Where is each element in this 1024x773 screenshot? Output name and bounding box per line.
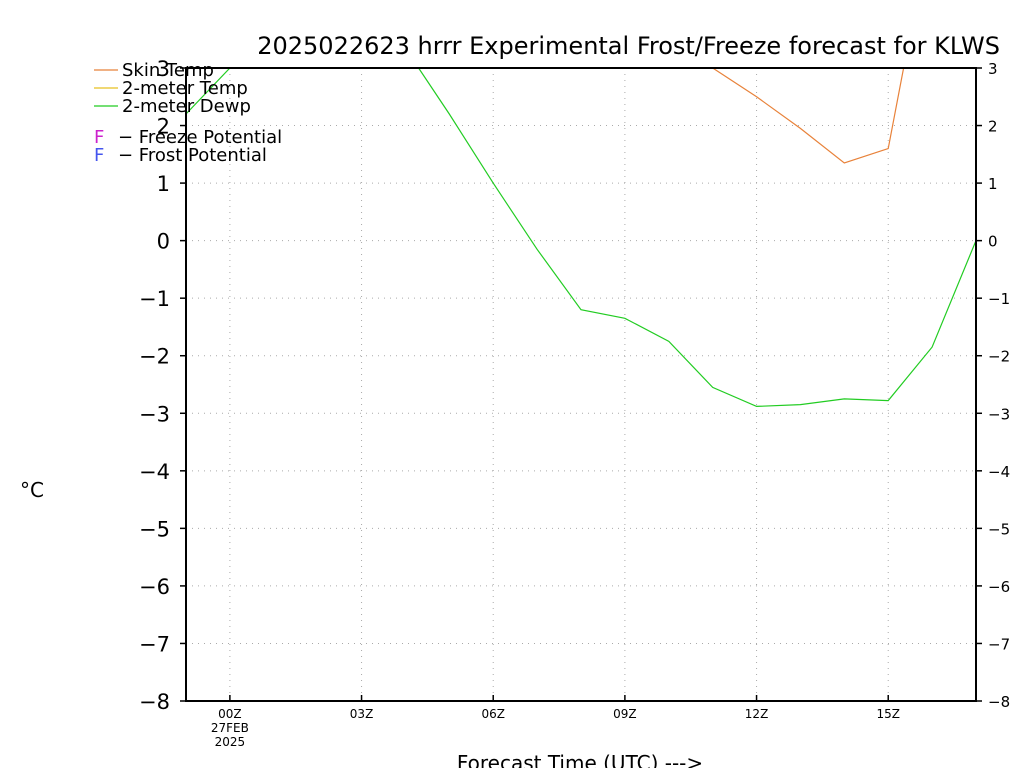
ytick-label-right: −7 — [988, 635, 1010, 653]
ytick-label-left: −2 — [139, 345, 170, 369]
xtick-label: 15Z — [876, 707, 900, 721]
ytick-label-left: −4 — [139, 460, 170, 484]
ytick-label-left: −7 — [139, 632, 170, 656]
y-axis-right: 3 2 1 0 −1 −2 −3 −4 −5 −6 −7 −8 — [976, 60, 1010, 711]
chart-title: 2025022623 hrrr Experimental Frost/Freez… — [257, 32, 1000, 60]
potential-symbol: F — [94, 127, 104, 148]
potential-symbol: F — [94, 145, 104, 166]
ytick-label-right: 2 — [988, 118, 998, 136]
ytick-label-right: −1 — [988, 290, 1010, 308]
ytick-label-right: −8 — [988, 693, 1010, 711]
xtick-sublabel: 27FEB — [211, 721, 249, 735]
ytick-label-left: −1 — [139, 287, 170, 311]
potential-legend: F − Freeze Potential F − Frost Potential — [94, 127, 282, 166]
ytick-label-right: −4 — [988, 463, 1010, 481]
series-line-0 — [712, 68, 905, 164]
ytick-label-left: 2 — [157, 115, 170, 139]
x-axis-label: Forecast Time (UTC) ---> — [457, 751, 703, 768]
ytick-label-right: −5 — [988, 520, 1010, 538]
ytick-label-right: 3 — [988, 60, 998, 78]
ytick-label-left: −6 — [139, 575, 170, 599]
series-lines — [186, 68, 976, 408]
legend-label: Skin Temp — [122, 60, 214, 81]
grid-lines — [186, 67, 976, 702]
ytick-label-left: 3 — [157, 57, 170, 81]
xtick-label: 12Z — [745, 707, 769, 721]
xtick-label: 03Z — [350, 707, 374, 721]
ytick-label-left: −3 — [139, 402, 170, 426]
legend-label: 2-meter Temp — [122, 78, 248, 99]
ytick-label-left: −5 — [139, 517, 170, 541]
ytick-label-right: 0 — [988, 233, 998, 251]
ytick-label-right: −6 — [988, 578, 1010, 596]
ytick-label-right: 1 — [988, 175, 998, 193]
series-line-2 — [186, 68, 976, 408]
ytick-label-left: 1 — [157, 172, 170, 196]
y-axis-label: °C — [20, 478, 44, 502]
ytick-label-right: −3 — [988, 405, 1010, 423]
xtick-label: 09Z — [613, 707, 637, 721]
ytick-label-right: −2 — [988, 348, 1010, 366]
xtick-label: 06Z — [481, 707, 505, 721]
plot-frame — [185, 67, 977, 702]
xtick-sublabel: 2025 — [215, 735, 246, 749]
xtick-label: 00Z — [218, 707, 242, 721]
legend-label: 2-meter Dewp — [122, 96, 251, 117]
y-axis-left: 3 2 1 0 −1 −2 −3 −4 −5 −6 −7 −8 — [139, 57, 186, 714]
ytick-label-left: 0 — [157, 230, 170, 254]
potential-label: − Frost Potential — [118, 145, 267, 166]
potential-label: − Freeze Potential — [118, 127, 282, 148]
ytick-label-left: −8 — [139, 690, 170, 714]
